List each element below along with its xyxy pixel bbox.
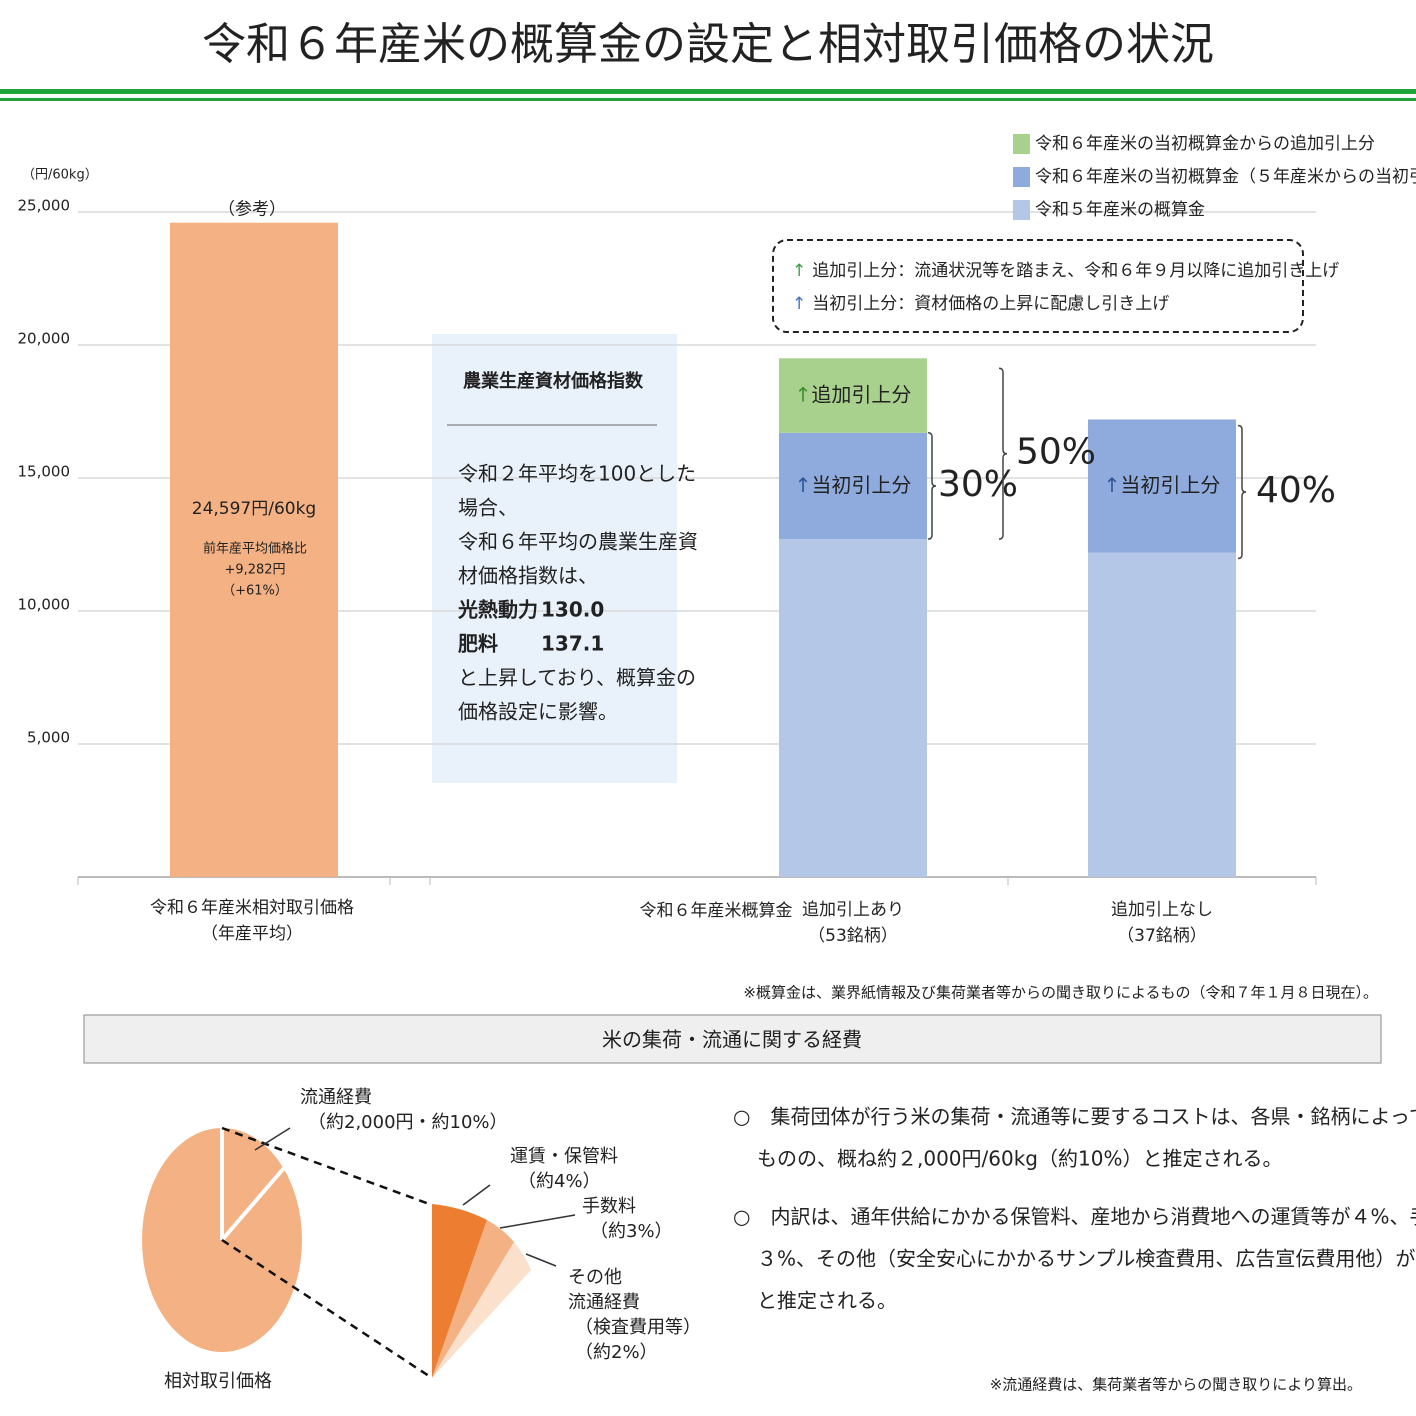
comparison-text: （+61%） [222, 584, 288, 599]
legend-label: 令和６年産米の当初概算金（５年産米からの当初引上分） [1035, 167, 1416, 187]
info-line: 価格設定に影響。 [458, 700, 618, 724]
note-arrow: ↑ [792, 261, 806, 281]
x-tick-label: 追加引上あり [802, 900, 904, 920]
segment-text: 追加引上分 [811, 382, 911, 406]
note-text: 当初引上分：資材価格の上昇に配慮し引き上げ [812, 294, 1169, 314]
bar-segment [1088, 419, 1236, 553]
segment-arrow: ↑ [795, 382, 812, 406]
pie-label: （約2,000円・約10%） [308, 1112, 508, 1133]
section-header [83, 1014, 1382, 1064]
page-title: 令和６年産米の概算金の設定と相対取引価格の状況 [202, 19, 1214, 70]
comparison-text: 前年産平均価格比 [203, 541, 307, 557]
pie-label: （検査費用等） [575, 1317, 701, 1338]
segment-text: 当初引上分 [1120, 472, 1220, 496]
info-box [432, 334, 677, 783]
bar-segment [779, 539, 927, 877]
segment-arrow: ↑ [1104, 472, 1121, 496]
info-line: 令和６年平均の農業生産資 [458, 530, 698, 554]
pie-label: （約3%） [590, 1221, 673, 1242]
segment-label: ↑当初引上分 [1104, 472, 1221, 496]
segment-label: ↑当初引上分 [795, 472, 912, 496]
x-tick-label: 令和６年産米相対取引価格 [150, 898, 354, 918]
increase-label: 30% [938, 464, 1018, 505]
paragraph-line: ものの、概ね約２,000円/60kg（約10%）と推定される。 [757, 1147, 1282, 1171]
fan-freight [432, 1204, 487, 1378]
brace [927, 432, 937, 540]
bar-segment [779, 358, 927, 433]
note-box [772, 239, 1304, 333]
reference-bar [170, 222, 338, 878]
info-item-value: 130.0 [541, 598, 604, 622]
bar-segment [779, 432, 927, 540]
y-tick-label: 25,000 [18, 197, 71, 215]
pie-label: （約4%） [518, 1171, 601, 1192]
segment-text: 当初引上分 [811, 472, 911, 496]
pie-label: 手数料 [582, 1196, 636, 1217]
note: ↑ 当初引上分：資材価格の上昇に配慮し引き上げ [792, 294, 1169, 314]
legend-swatch [1013, 134, 1030, 154]
fan-other [432, 1242, 531, 1378]
fan-fee [432, 1220, 514, 1378]
brace [998, 367, 1008, 540]
reference-value-label: 24,597円/60kg [192, 499, 316, 519]
x-tick-label: （年産平均） [201, 924, 303, 944]
x-tick-label: 追加引上なし [1111, 900, 1213, 920]
info-line: と上昇しており、概算金の [458, 666, 696, 690]
pie-label: 流通経費 [568, 1292, 640, 1313]
note-text: 追加引上分：流通状況等を踏まえ、令和６年９月以降に追加引き上げ [812, 261, 1339, 281]
legend-swatch [1013, 200, 1030, 220]
x-tick-label: （53銘柄） [808, 926, 898, 946]
footnote: ※概算金は、業界紙情報及び集荷業者等からの聞き取りによるもの（令和７年１月８日現… [743, 984, 1378, 1002]
footnote: ※流通経費は、集荷業者等からの聞き取りにより算出。 [990, 1376, 1362, 1394]
note-arrow: ↑ [792, 294, 806, 314]
info-line: 材価格指数は、 [458, 564, 598, 588]
pie-label: その他 [568, 1267, 622, 1288]
increase-label: 50% [1016, 432, 1096, 473]
paragraph-line: と推定される。 [757, 1289, 897, 1313]
paragraph-line: ○ 内訳は、通年供給にかかる保管料、産地から消費地への運賃等が４%、手数料が [733, 1205, 1416, 1229]
info-item-value: 137.1 [541, 632, 604, 656]
note: ↑ 追加引上分：流通状況等を踏まえ、令和６年９月以降に追加引き上げ [792, 261, 1339, 281]
pie-label: （約2%） [575, 1342, 658, 1363]
legend-label: 令和６年産米の当初概算金からの追加引上分 [1035, 134, 1375, 154]
x-tick-label: （37銘柄） [1117, 926, 1207, 946]
pie-slice-edge [220, 1128, 286, 1242]
info-line: 令和２年平均を100とした [458, 462, 696, 486]
paragraph-line: ３%、その他（安全安心にかかるサンプル検査費用、広告宣伝費用他）が２%程度 [757, 1247, 1416, 1271]
pie-label: 相対取引価格 [164, 1371, 272, 1392]
info-item-name: 肥料 [458, 632, 498, 656]
y-tick-label: 5,000 [27, 729, 70, 747]
segment-arrow: ↑ [795, 472, 812, 496]
segment-label: ↑追加引上分 [795, 382, 912, 406]
title-rule [0, 89, 1416, 94]
y-tick-label: 20,000 [18, 330, 71, 348]
info-title: 農業生産資材価格指数 [463, 370, 644, 392]
legend-swatch [1013, 167, 1030, 187]
section-title: 米の集荷・流通に関する経費 [602, 1028, 862, 1052]
y-axis-label: （円/60kg） [22, 168, 98, 183]
title-rule [0, 98, 1416, 101]
brace [1237, 424, 1247, 560]
increase-label: 40% [1256, 470, 1336, 511]
leader-line [254, 1127, 576, 1267]
bar-segment [1088, 552, 1236, 877]
info-line: 場合、 [458, 496, 518, 520]
pie-label: 運賃・保管料 [510, 1146, 618, 1167]
reference-label: （参考） [218, 200, 286, 220]
paragraph-line: ○ 集荷団体が行う米の集荷・流通等に要するコストは、各県・銘柄によって異なる [733, 1105, 1416, 1129]
zoom-line [221, 1126, 433, 1380]
legend-label: 令和５年産米の概算金 [1035, 200, 1205, 220]
info-item-name: 光熱動力 [457, 598, 538, 622]
comparison-text: +9,282円 [224, 563, 285, 578]
y-tick-label: 15,000 [18, 463, 71, 481]
y-tick-label: 10,000 [18, 596, 71, 614]
group-label: 令和６年産米概算金 [640, 901, 793, 921]
pie-label: 流通経費 [300, 1087, 372, 1108]
